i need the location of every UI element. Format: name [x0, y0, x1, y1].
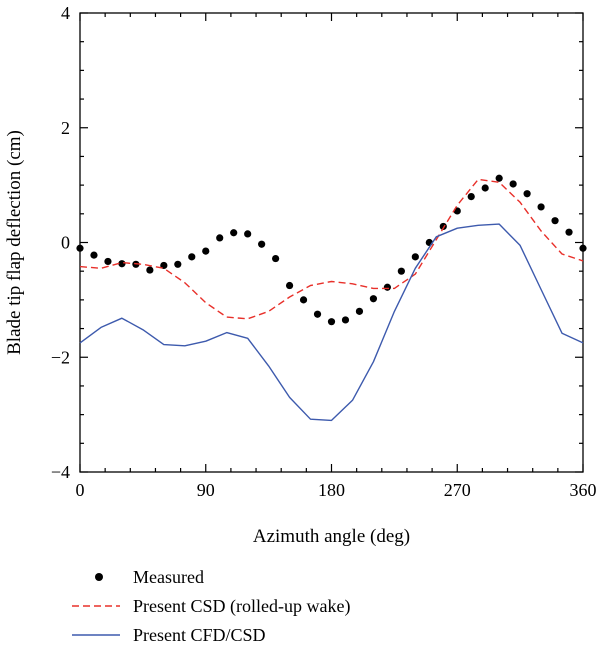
- data-point: [355, 307, 364, 315]
- data-point: [369, 295, 378, 303]
- data-point: [258, 240, 266, 248]
- data-point: [90, 251, 98, 259]
- data-point: [579, 244, 587, 252]
- y-axis: −4 −2 0 2 4: [51, 3, 583, 482]
- series-layer: [76, 174, 587, 422]
- data-point: [146, 266, 154, 274]
- x-tick-label: 0: [76, 480, 85, 500]
- data-point: [341, 316, 350, 324]
- plot-border: [79, 12, 584, 473]
- y-tick-label: 2: [61, 118, 70, 138]
- x-tick-label: 360: [570, 480, 597, 500]
- y-axis-title: Blade tip flap deflection (cm): [4, 130, 25, 355]
- y-tick-label: −4: [51, 462, 70, 482]
- data-point: [230, 229, 238, 237]
- data-point: [467, 193, 475, 201]
- data-point: [244, 230, 252, 238]
- legend-label: Present CSD (rolled-up wake): [133, 596, 350, 617]
- data-point: [327, 318, 336, 326]
- data-point: [299, 296, 308, 304]
- data-point: [104, 257, 112, 266]
- legend-item: Present CFD/CSD: [72, 625, 266, 645]
- x-axis: 0 90 180 270 360: [76, 13, 597, 500]
- data-point: [216, 234, 224, 242]
- legend-item: Present CSD (rolled-up wake): [72, 596, 350, 617]
- data-point: [495, 174, 503, 182]
- data-point: [537, 203, 545, 211]
- series-1: [76, 174, 587, 326]
- data-point: [509, 180, 517, 188]
- data-point: [118, 260, 126, 268]
- data-point: [188, 253, 196, 261]
- data-point: [272, 254, 280, 263]
- data-point: [285, 281, 294, 290]
- x-tick-label: 90: [197, 480, 215, 500]
- data-point: [481, 184, 489, 192]
- plot-frame: [79, 12, 584, 473]
- y-tick-label: 0: [61, 233, 70, 253]
- series-line: [79, 178, 584, 320]
- data-point: [411, 253, 419, 261]
- legend-label: Present CFD/CSD: [133, 625, 266, 645]
- series-3: [79, 223, 584, 422]
- x-axis-title: Azimuth angle (deg): [253, 526, 410, 547]
- series-line: [79, 223, 584, 422]
- data-point: [76, 244, 84, 252]
- data-point: [174, 260, 182, 268]
- series-2: [79, 178, 584, 320]
- data-point: [313, 310, 322, 318]
- y-tick-label: −2: [51, 347, 70, 367]
- data-point: [551, 217, 559, 225]
- y-tick-label: 4: [61, 3, 70, 23]
- legend: Measured Present CSD (rolled-up wake) Pres…: [72, 567, 350, 645]
- data-point: [202, 247, 210, 255]
- data-point: [397, 267, 405, 275]
- legend-item: Measured: [95, 567, 204, 587]
- x-tick-label: 180: [318, 480, 345, 500]
- data-point: [383, 283, 391, 291]
- data-point: [565, 228, 573, 236]
- data-point: [523, 190, 531, 198]
- x-tick-label: 270: [444, 480, 471, 500]
- legend-marker: [95, 573, 103, 581]
- data-point: [439, 222, 447, 231]
- legend-label: Measured: [133, 567, 204, 587]
